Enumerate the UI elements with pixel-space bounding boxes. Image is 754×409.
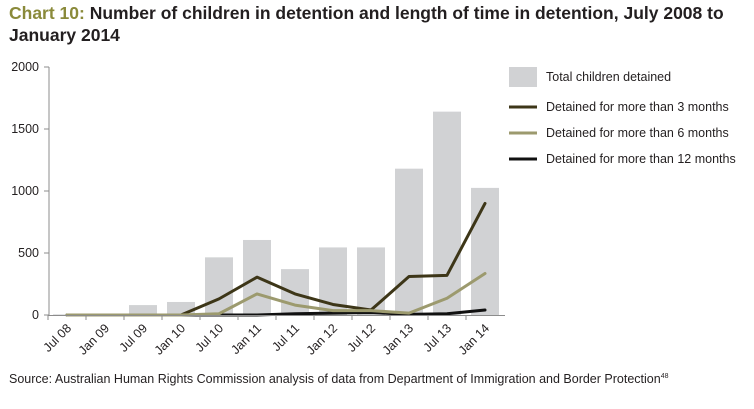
x-tick-label: Jul 12 <box>345 321 379 355</box>
chart-area: 0 500 1000 1500 2000 Jul 08 Jan 09 Jul 09 Jan 10… <box>11 60 736 358</box>
bar-total-jul-13 <box>433 111 461 315</box>
bar-total-jan-13 <box>395 168 423 315</box>
bar-total-jul-10 <box>205 257 233 315</box>
x-tick-label: Jan 13 <box>380 321 416 357</box>
x-tick-label: Jan 10 <box>152 321 188 357</box>
x-tick-label: Jul 11 <box>269 321 302 354</box>
chart-title-text: Number of children in detention and leng… <box>9 3 724 45</box>
legend-swatch-1 <box>509 67 537 87</box>
y-tick-label: 500 <box>18 246 39 260</box>
y-tick-label: 1000 <box>11 184 39 198</box>
source-note: Source: Australian Human Rights Commissi… <box>9 372 668 386</box>
legend: Total children detained Detained for more… <box>509 67 736 166</box>
x-tick-label: Jan 11 <box>228 321 264 357</box>
legend-label-3: Detained for more than 6 months <box>546 126 729 140</box>
x-tick-label: Jul 08 <box>41 321 75 355</box>
bar-total-jul-11 <box>281 269 309 315</box>
x-tick-label: Jul 09 <box>117 321 151 355</box>
y-tick-label: 2000 <box>11 60 39 74</box>
bar-total-jan-10 <box>167 301 195 315</box>
x-tick-label: Jan 09 <box>76 321 112 357</box>
legend-label-4: Detained for more than 12 months <box>546 152 736 166</box>
legend-label-1: Total children detained <box>546 70 671 84</box>
chart-number: Chart 10: <box>9 3 85 23</box>
bar-total-jul-12 <box>357 247 385 315</box>
x-tick-label: Jul 13 <box>421 321 455 355</box>
x-tick-label: Jan 14 <box>456 321 492 357</box>
source-text: Source: Australian Human Rights Commissi… <box>9 372 661 386</box>
bar-total-jan-14 <box>471 187 499 315</box>
y-tick-label: 0 <box>32 308 39 322</box>
bar-group <box>53 111 499 315</box>
x-tick-label: Jul 10 <box>193 321 227 355</box>
chart-title: Chart 10: Number of children in detentio… <box>9 2 745 46</box>
bar-total-jul-09 <box>129 305 157 315</box>
x-tick-label: Jan 12 <box>304 321 340 357</box>
legend-label-2: Detained for more than 3 months <box>546 100 729 114</box>
y-tick-label: 1500 <box>11 122 39 136</box>
footnote-ref: 48 <box>660 372 669 380</box>
